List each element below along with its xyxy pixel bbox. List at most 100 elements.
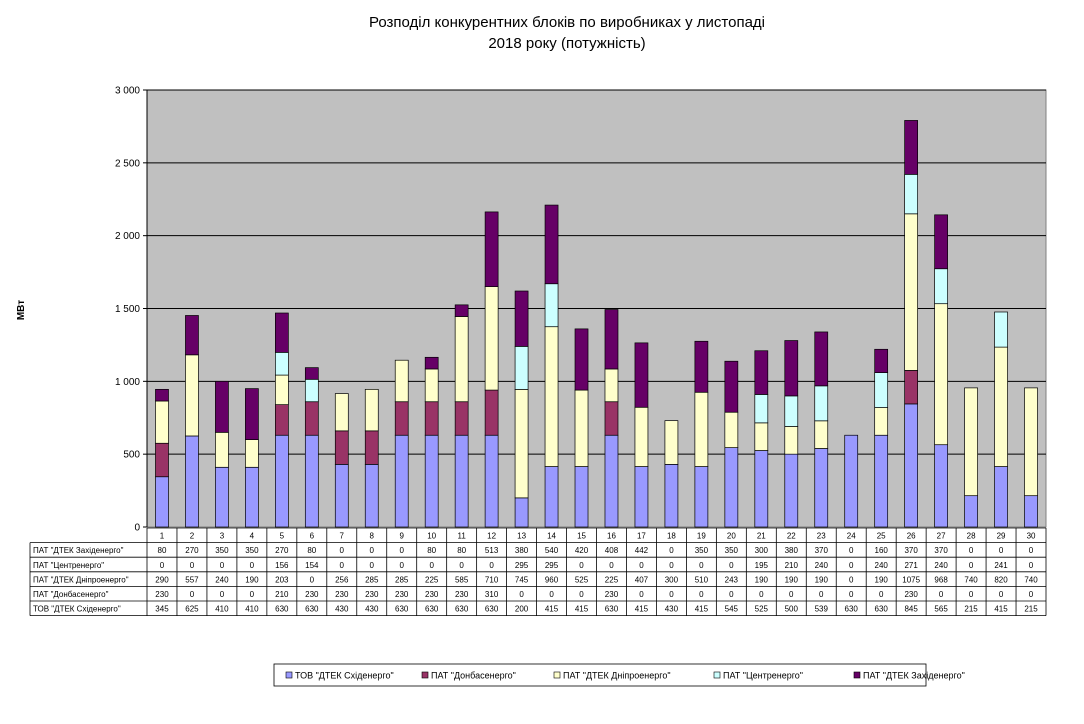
table-cell: 0 xyxy=(729,561,734,570)
table-cell: 0 xyxy=(849,575,854,584)
table-cell: 243 xyxy=(725,575,739,584)
bar-segment xyxy=(544,204,559,285)
table-cell: 154 xyxy=(305,561,319,570)
table-cell: 0 xyxy=(579,561,584,570)
table-cell: 0 xyxy=(819,590,824,599)
table-cell: 968 xyxy=(934,575,948,584)
table-cell: 0 xyxy=(849,590,854,599)
x-tick-label: 30 xyxy=(1027,532,1036,541)
table-cell: 156 xyxy=(275,561,289,570)
bar-segment xyxy=(394,359,409,403)
legend-swatch xyxy=(553,671,561,679)
bar-segment xyxy=(604,434,619,528)
table-cell: 270 xyxy=(275,546,289,555)
table-cell: 710 xyxy=(485,575,499,584)
table-cell: 415 xyxy=(635,605,649,614)
table-cell: 271 xyxy=(904,561,918,570)
table-cell: 230 xyxy=(605,590,619,599)
bar-segment xyxy=(424,434,439,528)
legend-label: ТОВ "ДТЕК Східенерго" xyxy=(295,671,394,681)
bar-segment xyxy=(844,434,859,528)
bar-segment xyxy=(1024,387,1038,497)
bar-segment xyxy=(574,466,589,528)
table-cell: 557 xyxy=(185,575,199,584)
bar-segment xyxy=(484,211,499,288)
bar-segment xyxy=(514,290,529,347)
table-cell: 525 xyxy=(755,605,769,614)
table-cell: 415 xyxy=(575,605,589,614)
bar-segment xyxy=(634,342,649,408)
gridlines xyxy=(147,89,1046,455)
table-cell: 230 xyxy=(425,590,439,599)
y-axis: 0 500 1 000 1 500 2 000 2 500 3 000 xyxy=(115,86,148,534)
bar-segment xyxy=(754,450,769,528)
x-tick-label: 12 xyxy=(487,532,496,541)
table-cell: 240 xyxy=(215,575,229,584)
table-cell: 256 xyxy=(335,575,349,584)
table-cell: 0 xyxy=(370,546,375,555)
bar-segment xyxy=(784,395,799,427)
table-cell: 230 xyxy=(395,590,409,599)
table-cell: 630 xyxy=(275,605,289,614)
table-cell: 585 xyxy=(455,575,469,584)
table-cell: 0 xyxy=(310,575,315,584)
table-cell: 430 xyxy=(665,605,679,614)
legend-label: ПАТ "ДТЕК Дніпроенерго" xyxy=(563,671,671,681)
bar-segment xyxy=(994,466,1008,528)
bar-segment xyxy=(394,434,409,528)
table-cell: 745 xyxy=(515,575,529,584)
table-cell: 240 xyxy=(815,561,829,570)
bar-segment xyxy=(874,434,889,528)
table-cell: 0 xyxy=(999,546,1004,555)
table-cell: 630 xyxy=(455,605,469,614)
bar-segment xyxy=(784,340,799,397)
bars-group xyxy=(155,120,1038,528)
bar-segment xyxy=(394,401,409,436)
bar-segment xyxy=(604,368,619,403)
bar-segment xyxy=(155,400,169,444)
table-cell: 190 xyxy=(755,575,769,584)
table-cell: 0 xyxy=(729,590,734,599)
table-cell: 190 xyxy=(245,575,259,584)
table-cell: 370 xyxy=(934,546,948,555)
table-cell: 630 xyxy=(395,605,409,614)
table-cell: 0 xyxy=(250,590,255,599)
x-tick-label: 16 xyxy=(607,532,616,541)
table-row-label: ПАТ "Центренерго" xyxy=(33,561,104,570)
x-tick-label: 24 xyxy=(847,532,856,541)
bar-segment xyxy=(334,464,349,528)
table-cell: 285 xyxy=(365,575,379,584)
table-cell: 0 xyxy=(190,561,195,570)
bar-segment xyxy=(904,403,919,528)
table-row-label: ПАТ "ДТЕК Дніпроенерго" xyxy=(33,575,129,584)
table-cell: 0 xyxy=(969,546,974,555)
bar-segment xyxy=(245,388,259,440)
table-cell: 0 xyxy=(220,590,225,599)
table-cell: 0 xyxy=(370,561,375,570)
table-cell: 225 xyxy=(605,575,619,584)
legend: ТОВ "ДТЕК Східенерго" ПАТ "Донбасенерго" П… xyxy=(273,663,965,687)
bar-segment xyxy=(245,466,259,528)
table-cell: 565 xyxy=(934,605,948,614)
bar-segment xyxy=(514,497,529,528)
table-cell: 0 xyxy=(549,590,554,599)
table-cell: 370 xyxy=(904,546,918,555)
bar-segment xyxy=(155,388,169,402)
x-tick-label: 20 xyxy=(727,532,736,541)
table-cell: 195 xyxy=(755,561,769,570)
legend-label: ПАТ "Центренерго" xyxy=(723,671,803,681)
table-cell: 0 xyxy=(669,561,674,570)
chart-title-line-1: Розподіл конкурентних блоків по виробник… xyxy=(369,14,765,31)
table-cell: 630 xyxy=(305,605,319,614)
x-tick-label: 28 xyxy=(967,532,976,541)
x-tick-label: 23 xyxy=(817,532,826,541)
x-tick-label: 5 xyxy=(280,532,285,541)
table-cell: 820 xyxy=(994,575,1008,584)
table-cell: 0 xyxy=(789,590,794,599)
table-cell: 230 xyxy=(305,590,319,599)
bar-segment xyxy=(724,411,739,448)
bar-segment xyxy=(245,439,259,468)
table-cell: 80 xyxy=(158,546,167,555)
y-tick-label: 2 000 xyxy=(115,231,140,242)
bar-segment xyxy=(574,389,589,467)
